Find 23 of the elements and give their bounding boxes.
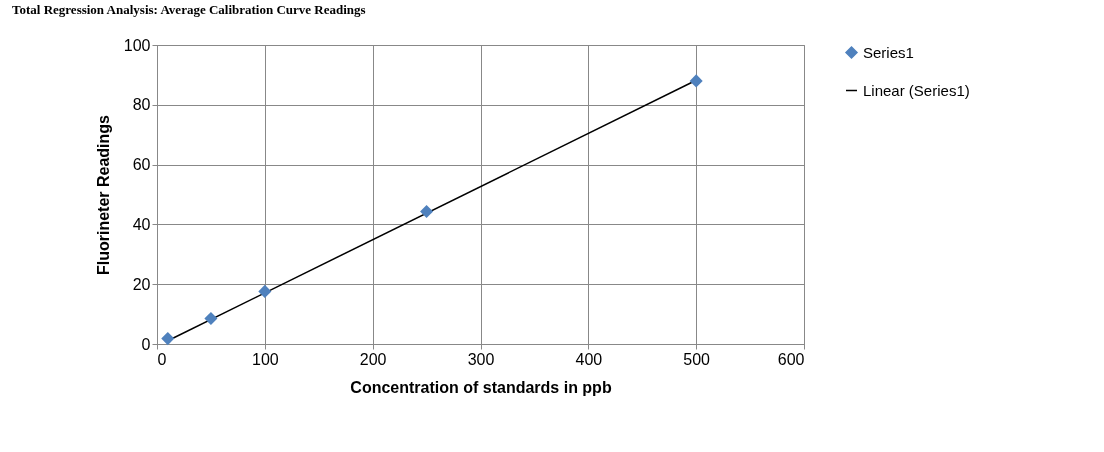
y-tick-label: 100 bbox=[123, 36, 151, 54]
y-tick-label: 40 bbox=[132, 215, 151, 233]
point bbox=[420, 205, 434, 219]
x-tick-label: 200 bbox=[359, 350, 387, 368]
point bbox=[689, 74, 703, 88]
x-tick-label: 600 bbox=[777, 350, 805, 368]
x-axis-title: Concentration of standards in ppb bbox=[350, 378, 612, 396]
y-tick-label: 0 bbox=[141, 335, 151, 353]
legend-label: Linear (Series1) bbox=[863, 81, 970, 99]
x-tick-label: 300 bbox=[467, 350, 495, 368]
y-tick-label: 20 bbox=[132, 275, 151, 293]
point bbox=[258, 284, 272, 298]
point bbox=[204, 312, 218, 326]
legend-label: Series1 bbox=[863, 43, 914, 61]
y-tick-label: 60 bbox=[132, 156, 151, 174]
y-axis-title: Fluorineter Readings bbox=[94, 114, 112, 276]
x-tick-label: 400 bbox=[575, 350, 603, 368]
x-tick-label: 0 bbox=[157, 350, 167, 368]
y-tick-label: 80 bbox=[132, 96, 151, 114]
x-tick-label: 100 bbox=[251, 350, 279, 368]
x-tick-label: 500 bbox=[683, 350, 711, 368]
chart-title: Total Regression Analysis: Average Calibration Curve Readings bbox=[12, 2, 366, 17]
point bbox=[161, 332, 175, 346]
